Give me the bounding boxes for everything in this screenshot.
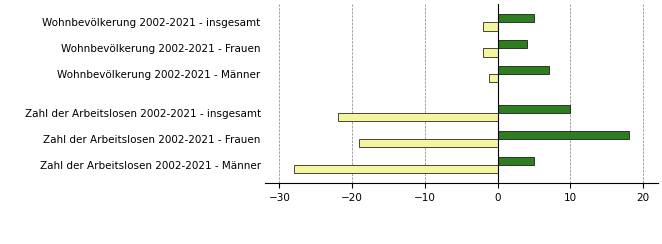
Bar xyxy=(338,113,498,121)
Bar xyxy=(498,66,549,74)
Bar xyxy=(359,139,498,147)
Bar xyxy=(498,131,629,139)
Bar xyxy=(489,74,498,82)
Bar xyxy=(498,157,534,165)
Bar xyxy=(498,105,571,113)
Bar xyxy=(498,40,527,48)
Bar xyxy=(483,48,498,57)
Bar xyxy=(483,22,498,30)
Bar xyxy=(294,165,498,173)
Bar xyxy=(498,14,534,22)
